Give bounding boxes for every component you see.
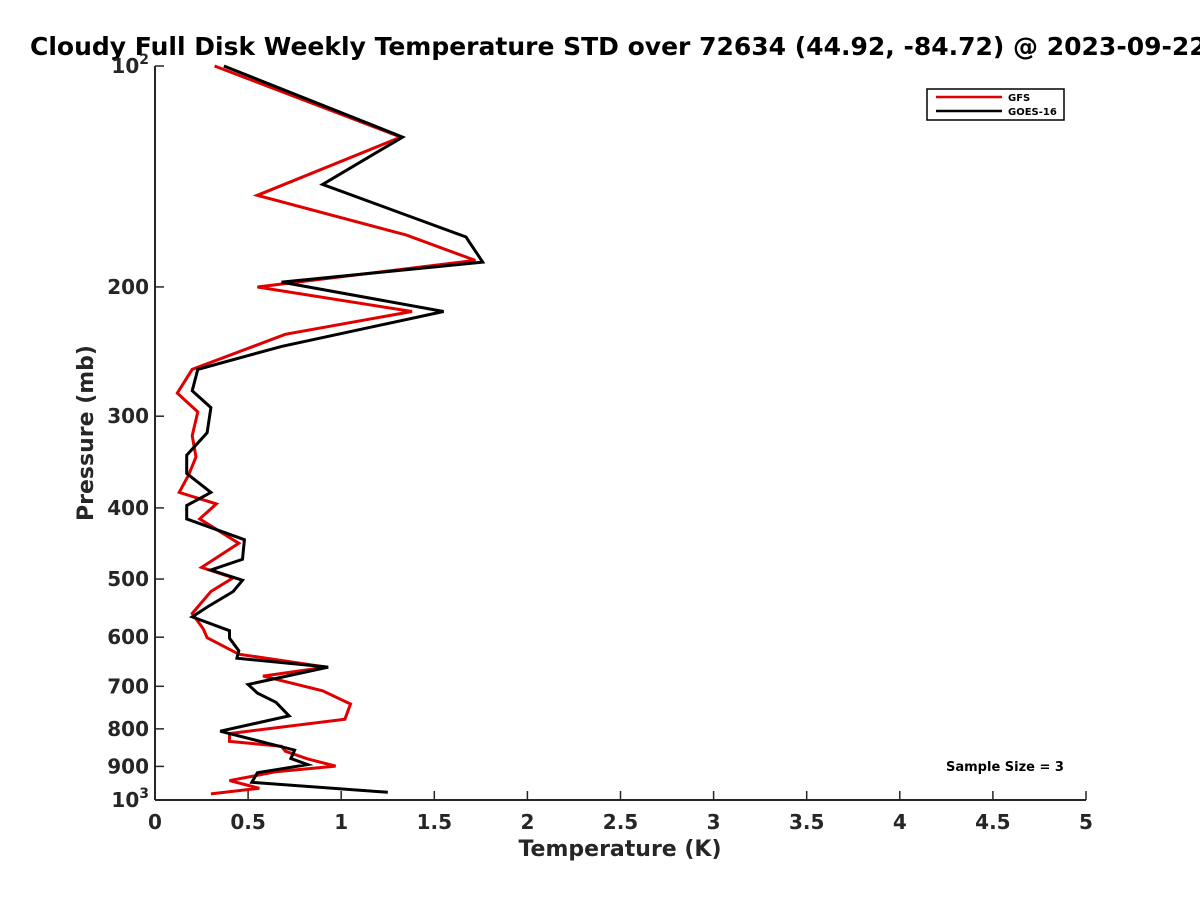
y-tick-label: 900 [107, 754, 149, 778]
y-tick-label: 600 [107, 625, 149, 649]
y-axis-label: Pressure (mb) [74, 345, 99, 521]
y-tick-label: 300 [107, 404, 149, 428]
y-tick-label: 700 [107, 674, 149, 698]
y-tick-label: 102 [111, 52, 149, 78]
x-tick-label: 1.5 [417, 810, 452, 834]
x-axis-label: Temperature (K) [518, 837, 721, 862]
plot-series [175, 64, 486, 796]
x-tick-label: 4 [893, 810, 907, 834]
x-tick-label: 3.5 [789, 810, 824, 834]
x-tick-label: 2.5 [603, 810, 638, 834]
legend: GFS GOES-16 [926, 88, 1065, 121]
y-tick-label: 500 [107, 567, 149, 591]
legend-box [926, 88, 1065, 121]
x-tick-label: 5 [1079, 810, 1093, 834]
x-tick-label: 0.5 [230, 810, 265, 834]
y-axis-ticks: 102 200 300 400 500 600 700 800 900 103 [107, 52, 164, 812]
series-line-gfs [175, 64, 476, 796]
series-line-goes-16 [185, 64, 486, 794]
chart-title: Cloudy Full Disk Weekly Temperature STD … [30, 32, 1200, 61]
y-tick-label: 800 [107, 717, 149, 741]
x-tick-label: 2 [520, 810, 534, 834]
y-tick-label: 103 [111, 786, 149, 812]
x-tick-label: 3 [707, 810, 721, 834]
legend-label-goes: GOES-16 [1008, 107, 1057, 118]
y-tick-label: 200 [107, 275, 149, 299]
x-axis-ticks: 0 0.5 1 1.5 2 2.5 3 3.5 4 4.5 5 [148, 791, 1093, 834]
sample-size-annotation: Sample Size = 3 [946, 760, 1064, 775]
x-tick-label: 1 [334, 810, 348, 834]
legend-label-gfs: GFS [1008, 93, 1030, 104]
y-tick-label: 400 [107, 496, 149, 520]
x-tick-label: 4.5 [975, 810, 1010, 834]
x-tick-label: 0 [148, 810, 162, 834]
